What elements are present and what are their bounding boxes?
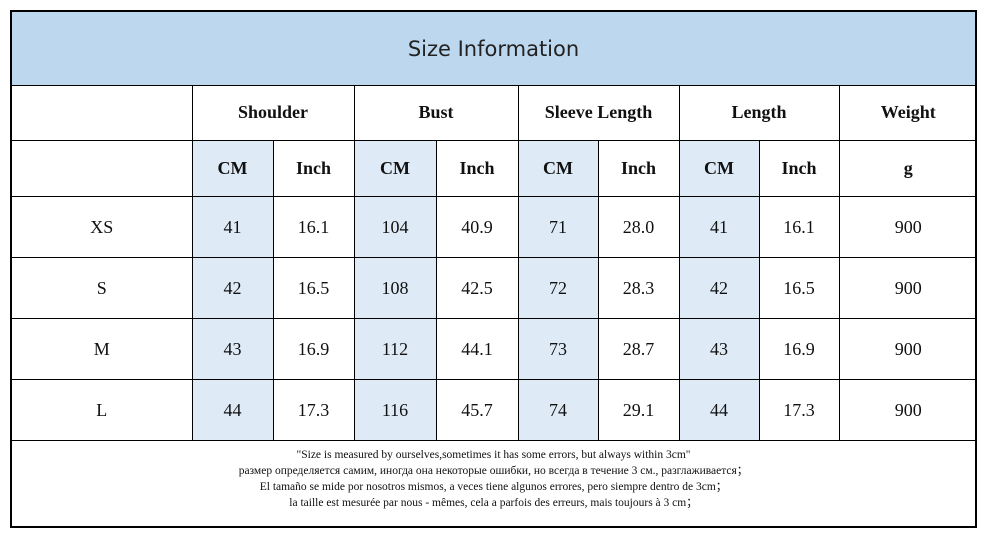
corner-cell [12, 85, 193, 141]
unit-inch: Inch [758, 140, 840, 197]
bust-cm: 112 [353, 318, 437, 380]
sleeve-cm: 74 [517, 379, 599, 441]
length-inch: 17.3 [758, 379, 840, 441]
unit-header-row: CM Inch CM Inch CM Inch CM Inch g [12, 140, 978, 197]
shoulder-inch: 17.3 [272, 379, 355, 441]
length-cm: 43 [678, 318, 760, 380]
header-bust: Bust [353, 85, 519, 141]
size-label: XS [12, 196, 193, 258]
sleeve-cm: 71 [517, 196, 599, 258]
chart-title: Size Information [12, 12, 975, 86]
length-cm: 41 [678, 196, 760, 258]
unit-gram: g [838, 140, 978, 197]
corner-cell [12, 140, 193, 197]
table-row: L 44 17.3 116 45.7 74 29.1 44 17.3 900 [12, 379, 978, 441]
header-length: Length [678, 85, 840, 141]
bust-cm: 108 [353, 257, 437, 319]
size-label: L [12, 379, 193, 441]
shoulder-inch: 16.5 [272, 257, 355, 319]
sleeve-cm: 73 [517, 318, 599, 380]
note-english: "Size is measured by ourselves,sometimes… [296, 449, 691, 461]
bust-inch: 44.1 [435, 318, 519, 380]
bust-cm: 116 [353, 379, 437, 441]
shoulder-inch: 16.9 [272, 318, 355, 380]
header-shoulder: Shoulder [191, 85, 355, 141]
shoulder-cm: 41 [191, 196, 274, 258]
size-chart: Size Information Shoulder Bust Sleeve Le… [10, 10, 978, 528]
sleeve-inch: 28.0 [597, 196, 680, 258]
unit-cm: CM [353, 140, 437, 197]
bust-inch: 40.9 [435, 196, 519, 258]
note-spanish: El tamaño se mide por nosotros mismos, a… [259, 481, 728, 493]
unit-cm: CM [678, 140, 760, 197]
shoulder-cm: 43 [191, 318, 274, 380]
unit-inch: Inch [597, 140, 680, 197]
shoulder-cm: 44 [191, 379, 274, 441]
bust-inch: 45.7 [435, 379, 519, 441]
unit-inch: Inch [435, 140, 519, 197]
table-row: XS 41 16.1 104 40.9 71 28.0 41 16.1 900 [12, 196, 978, 258]
table-row: S 42 16.5 108 42.5 72 28.3 42 16.5 900 [12, 257, 978, 319]
sleeve-inch: 28.7 [597, 318, 680, 380]
shoulder-cm: 42 [191, 257, 274, 319]
weight-value: 900 [838, 196, 978, 258]
table-row: M 43 16.9 112 44.1 73 28.7 43 16.9 900 [12, 318, 978, 380]
note-french: la taille est mesurée par nous - mêmes, … [289, 497, 698, 509]
unit-inch: Inch [272, 140, 355, 197]
length-inch: 16.9 [758, 318, 840, 380]
unit-cm: CM [517, 140, 599, 197]
shoulder-inch: 16.1 [272, 196, 355, 258]
sleeve-inch: 28.3 [597, 257, 680, 319]
weight-value: 900 [838, 257, 978, 319]
group-header-row: Shoulder Bust Sleeve Length Length Weigh… [12, 85, 978, 141]
measurement-note: "Size is measured by ourselves,sometimes… [12, 443, 975, 528]
size-table: Shoulder Bust Sleeve Length Length Weigh… [12, 85, 978, 441]
weight-value: 900 [838, 379, 978, 441]
unit-cm: CM [191, 140, 274, 197]
bust-inch: 42.5 [435, 257, 519, 319]
note-russian: размер определяется самим, иногда она не… [238, 465, 749, 477]
length-inch: 16.5 [758, 257, 840, 319]
sleeve-cm: 72 [517, 257, 599, 319]
length-cm: 42 [678, 257, 760, 319]
bust-cm: 104 [353, 196, 437, 258]
weight-value: 900 [838, 318, 978, 380]
size-label: S [12, 257, 193, 319]
header-weight: Weight [838, 85, 978, 141]
size-label: M [12, 318, 193, 380]
length-inch: 16.1 [758, 196, 840, 258]
length-cm: 44 [678, 379, 760, 441]
sleeve-inch: 29.1 [597, 379, 680, 441]
header-sleeve-length: Sleeve Length [517, 85, 680, 141]
